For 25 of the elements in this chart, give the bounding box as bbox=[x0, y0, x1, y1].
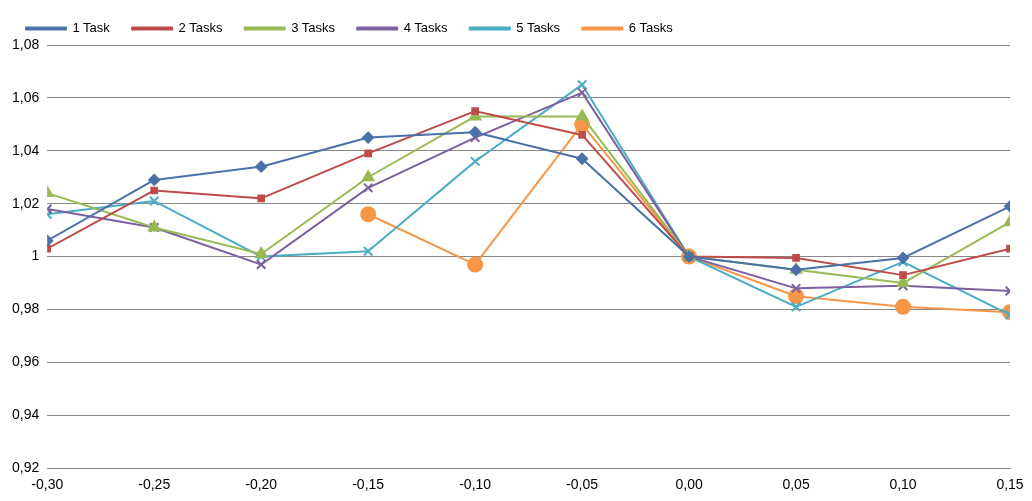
y-tick-label: 0,92 bbox=[12, 459, 40, 476]
y-tick-label: 1 bbox=[31, 247, 40, 264]
x-tick-label: -0,15 bbox=[352, 476, 385, 493]
y-tick-label: 0,94 bbox=[12, 406, 40, 423]
x-tick-label: 0,00 bbox=[675, 476, 703, 493]
legend-label: 5 Tasks bbox=[516, 20, 561, 36]
y-tick-label: 1,02 bbox=[12, 194, 40, 211]
y-tick-label: 0,96 bbox=[12, 353, 40, 370]
y-tick-label: 1,08 bbox=[12, 35, 40, 52]
legend-label: 4 Tasks bbox=[403, 20, 449, 36]
x-tick-label: -0,10 bbox=[459, 476, 492, 493]
x-tick-label: 0,15 bbox=[996, 476, 1024, 493]
y-tick-label: 1,06 bbox=[12, 88, 40, 105]
x-tick-label: -0,20 bbox=[245, 476, 278, 493]
legend-label: 1 Task bbox=[72, 20, 111, 36]
legend-label: 2 Tasks bbox=[178, 20, 223, 36]
legend-label: 6 Tasks bbox=[628, 20, 674, 36]
x-tick-label: -0,25 bbox=[138, 476, 171, 493]
x-tick-label: 0,10 bbox=[889, 476, 917, 493]
y-tick-label: 0,98 bbox=[12, 300, 40, 317]
y-tick-label: 1,04 bbox=[12, 141, 40, 158]
x-tick-label: 0,05 bbox=[782, 476, 810, 493]
x-tick-label: -0,05 bbox=[566, 476, 599, 493]
legend-label: 3 Tasks bbox=[291, 20, 336, 36]
x-tick-label: -0,30 bbox=[31, 476, 64, 493]
